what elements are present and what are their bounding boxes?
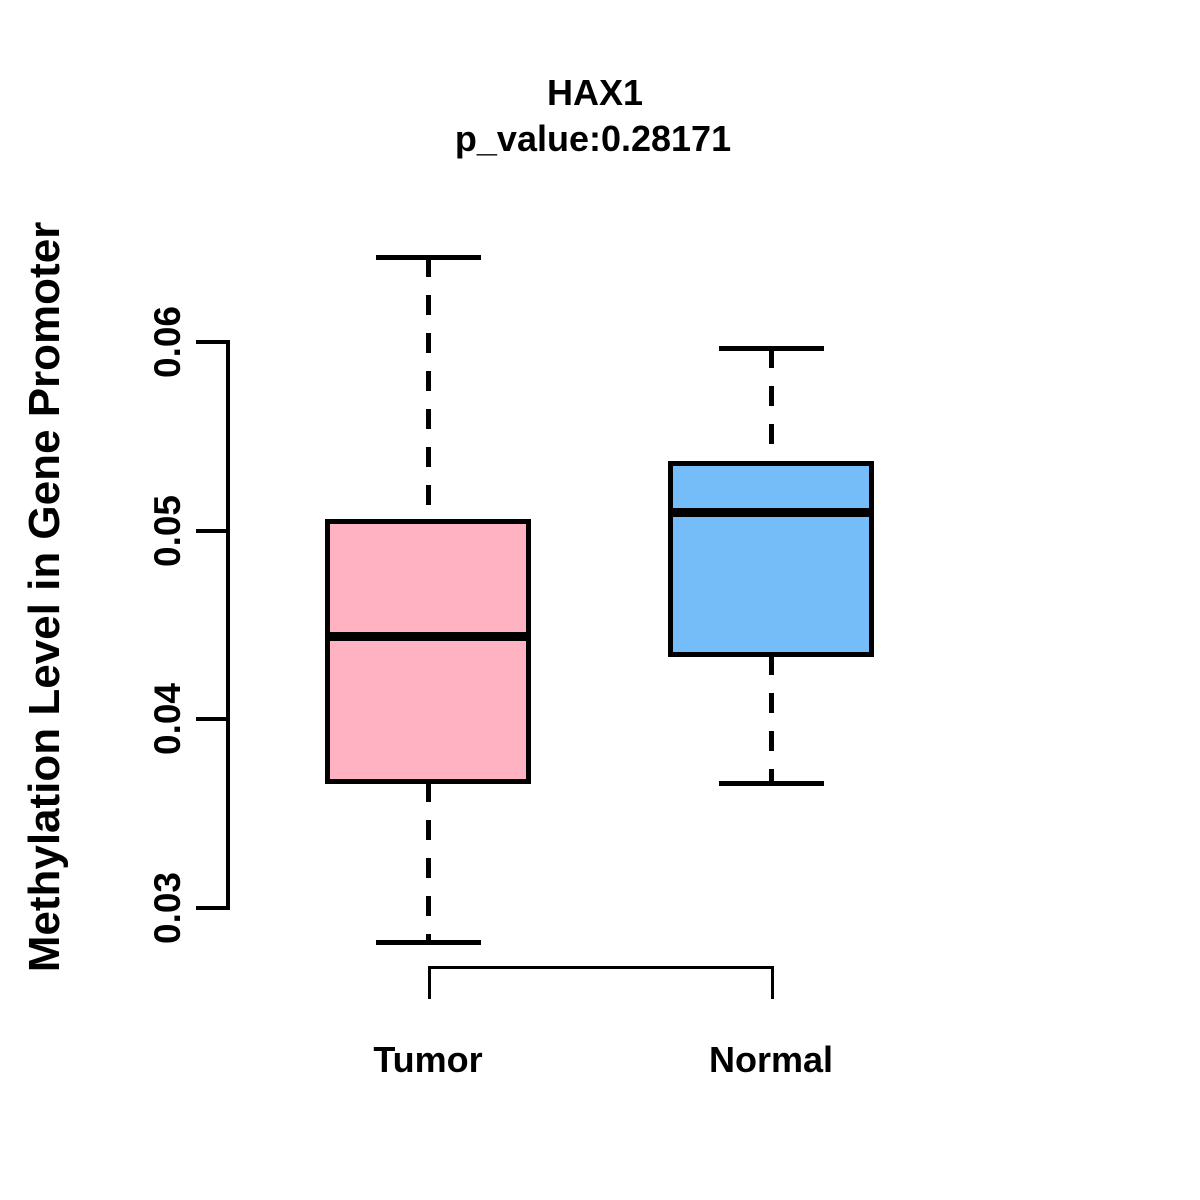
chart-subtitle: p_value:0.28171	[454, 118, 732, 159]
chart-title: HAX1	[546, 72, 644, 113]
whisker-lower-tumor	[426, 782, 431, 942]
group-label-tumor: Tumor	[373, 1039, 483, 1080]
median-line-normal	[668, 508, 874, 517]
y-axis-tick	[196, 906, 226, 910]
y-axis-tick	[196, 529, 226, 533]
y-axis-tick	[196, 340, 226, 344]
y-axis-tick-label: 0.04	[147, 682, 188, 756]
whisker-cap-lower-normal	[718, 781, 824, 786]
whisker-upper-tumor	[426, 257, 431, 521]
whisker-cap-upper-tumor	[375, 255, 481, 260]
whisker-cap-upper-normal	[718, 346, 824, 351]
y-axis-tick-label: 0.03	[147, 871, 188, 945]
x-axis-line	[428, 966, 774, 969]
y-axis-tick-label: 0.06	[147, 305, 188, 379]
y-axis-tick	[196, 717, 226, 721]
y-axis-tick-label: 0.05	[147, 494, 188, 568]
box-normal	[668, 461, 874, 657]
x-axis-tick-1	[771, 966, 774, 999]
whisker-lower-normal	[769, 655, 774, 783]
whisker-upper-normal	[769, 348, 774, 463]
x-axis-tick-0	[428, 966, 431, 999]
whisker-cap-lower-tumor	[375, 940, 481, 945]
y-axis-line	[226, 340, 230, 910]
group-label-normal: Normal	[708, 1039, 834, 1080]
median-line-tumor	[325, 632, 531, 641]
box-tumor	[325, 519, 531, 784]
